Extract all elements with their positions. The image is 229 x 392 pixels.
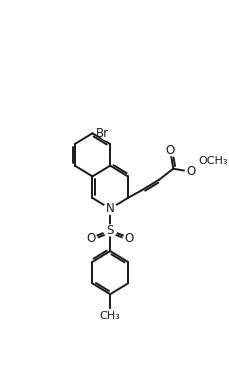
Text: S: S — [106, 224, 113, 237]
Text: O: O — [185, 165, 195, 178]
Ellipse shape — [102, 310, 117, 322]
Ellipse shape — [184, 167, 196, 176]
Ellipse shape — [85, 233, 96, 243]
Text: O: O — [86, 232, 95, 245]
Text: O: O — [165, 145, 174, 158]
Text: N: N — [105, 202, 114, 215]
Text: OCH₃: OCH₃ — [198, 156, 227, 166]
Ellipse shape — [103, 203, 116, 214]
Text: CH₃: CH₃ — [99, 311, 120, 321]
Ellipse shape — [100, 126, 117, 140]
Ellipse shape — [103, 225, 116, 236]
Ellipse shape — [164, 146, 175, 156]
Text: Br: Br — [95, 127, 108, 140]
Text: O: O — [124, 232, 134, 245]
Ellipse shape — [188, 153, 207, 169]
Ellipse shape — [123, 233, 135, 243]
